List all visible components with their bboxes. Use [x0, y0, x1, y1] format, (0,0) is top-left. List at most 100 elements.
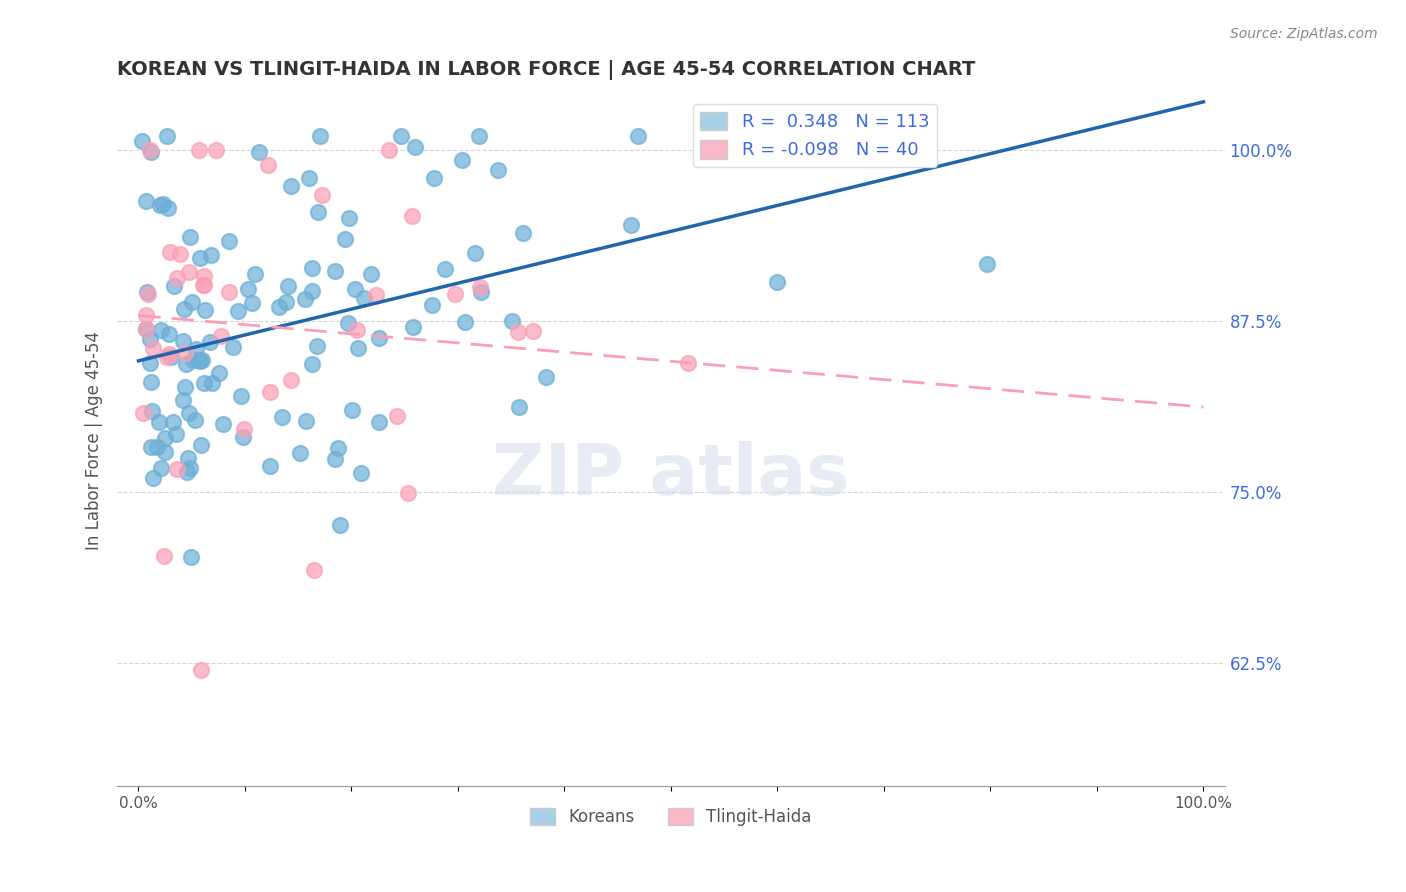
Point — [243, 267, 266, 281]
Point — [464, 245, 486, 260]
Point — [141, 375, 163, 389]
Point — [218, 234, 240, 248]
Point — [180, 295, 202, 310]
Point — [343, 282, 366, 296]
Point — [276, 295, 298, 310]
Point — [176, 466, 198, 480]
Y-axis label: In Labor Force | Age 45-54: In Labor Force | Age 45-54 — [86, 331, 103, 550]
Point — [153, 549, 176, 563]
Point — [360, 268, 382, 282]
Point — [340, 402, 363, 417]
Point — [142, 341, 165, 355]
Point — [396, 486, 419, 500]
Point — [139, 332, 162, 346]
Point — [333, 232, 356, 246]
Point — [177, 406, 200, 420]
Point — [191, 352, 214, 367]
Point — [536, 369, 558, 384]
Point — [404, 140, 426, 154]
Point — [387, 409, 409, 424]
Point — [139, 145, 162, 160]
Point — [183, 353, 205, 368]
Text: ZIP atlas: ZIP atlas — [492, 441, 849, 509]
Point — [179, 230, 201, 244]
Point — [153, 445, 176, 459]
Point — [401, 209, 423, 223]
Point — [198, 334, 221, 349]
Point — [139, 143, 162, 157]
Point — [378, 143, 401, 157]
Point — [308, 129, 330, 144]
Point — [259, 384, 281, 399]
Point — [136, 287, 159, 301]
Point — [294, 293, 316, 307]
Point — [267, 300, 290, 314]
Point — [190, 438, 212, 452]
Point — [218, 285, 240, 299]
Point — [162, 416, 184, 430]
Point — [277, 278, 299, 293]
Point — [208, 366, 231, 380]
Point — [156, 129, 179, 144]
Point — [326, 441, 349, 455]
Point — [156, 350, 179, 364]
Point — [194, 303, 217, 318]
Point — [193, 278, 215, 293]
Point — [259, 458, 281, 473]
Point — [173, 346, 195, 360]
Point — [190, 663, 212, 677]
Point — [157, 327, 180, 342]
Point — [271, 409, 294, 424]
Point — [389, 129, 412, 144]
Point — [201, 376, 224, 391]
Point — [157, 346, 180, 360]
Point — [135, 308, 157, 322]
Point — [468, 129, 491, 144]
Point — [174, 357, 197, 371]
Point — [337, 211, 360, 226]
Point — [200, 248, 222, 262]
Point — [166, 462, 188, 476]
Point — [209, 329, 232, 343]
Point — [212, 417, 235, 432]
Point — [159, 245, 181, 260]
Point — [146, 440, 169, 454]
Point — [157, 201, 180, 215]
Point — [323, 451, 346, 466]
Point — [353, 291, 375, 305]
Point — [139, 356, 162, 370]
Point — [188, 353, 211, 368]
Point — [765, 275, 787, 289]
Point — [163, 278, 186, 293]
Point — [169, 247, 191, 261]
Point — [301, 285, 323, 299]
Point — [486, 163, 509, 178]
Point — [222, 340, 245, 354]
Point — [323, 264, 346, 278]
Point — [229, 389, 252, 403]
Point — [173, 380, 195, 394]
Point — [186, 342, 208, 356]
Point — [187, 143, 209, 157]
Point — [423, 171, 446, 186]
Point — [179, 264, 201, 278]
Point — [177, 451, 200, 466]
Point — [298, 170, 321, 185]
Point — [420, 297, 443, 311]
Point — [364, 288, 387, 302]
Point — [294, 414, 316, 428]
Point — [142, 471, 165, 485]
Point — [135, 322, 157, 336]
Point — [347, 341, 370, 355]
Point — [205, 143, 228, 157]
Point — [454, 315, 477, 329]
Point — [188, 252, 211, 266]
Point — [149, 198, 172, 212]
Legend: Koreans, Tlingit-Haida: Koreans, Tlingit-Haida — [523, 801, 818, 832]
Point — [311, 188, 333, 202]
Point — [240, 295, 263, 310]
Point — [166, 426, 188, 441]
Point — [141, 404, 163, 418]
Point — [172, 392, 194, 407]
Point — [470, 285, 492, 299]
